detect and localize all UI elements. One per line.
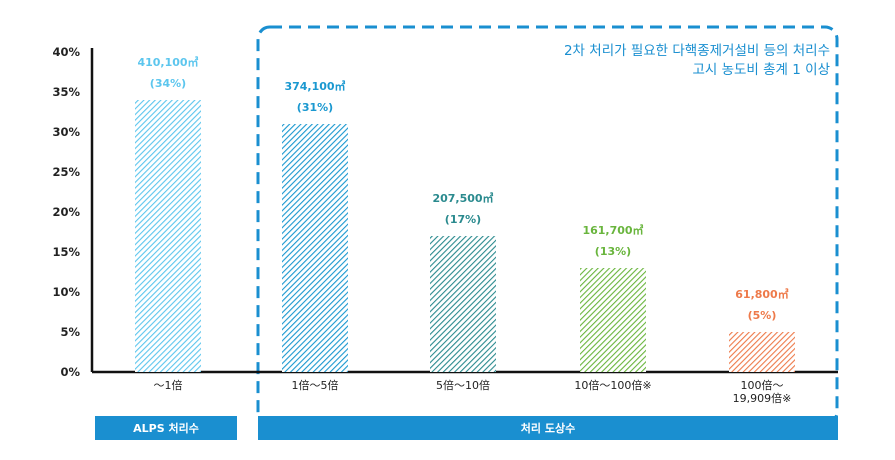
y-tick-label: 30% bbox=[52, 125, 80, 139]
y-tick-label: 40% bbox=[52, 45, 80, 59]
y-tick-label: 25% bbox=[52, 165, 80, 179]
y-tick-label: 10% bbox=[52, 285, 80, 299]
x-category-label: 19,909倍※ bbox=[733, 391, 792, 405]
treatment-water-band: 처리 도상수 bbox=[258, 416, 838, 440]
alps-treated-water-band: ALPS 처리수 bbox=[95, 416, 237, 440]
bar-percent-label: (13%) bbox=[595, 245, 631, 258]
bar bbox=[580, 268, 646, 372]
x-category-label: 1倍～5倍 bbox=[292, 378, 339, 392]
bar-percent-label: (17%) bbox=[445, 213, 481, 226]
bar-value-label: 61,800㎥ bbox=[735, 287, 788, 301]
y-tick-label: 20% bbox=[52, 205, 80, 219]
bar bbox=[135, 100, 201, 372]
y-tick-label: 0% bbox=[60, 365, 80, 379]
annotation-line-1: 2차 처리가 필요한 다핵종제거설비 등의 처리수 bbox=[563, 43, 830, 59]
alps-band-label: ALPS 처리수 bbox=[133, 422, 199, 435]
bar bbox=[282, 124, 348, 372]
x-category-label: 100倍～ bbox=[741, 378, 784, 392]
bar-percent-label: (31%) bbox=[297, 101, 333, 114]
y-tick-label: 15% bbox=[52, 245, 80, 259]
bar bbox=[430, 236, 496, 372]
bar-value-label: 374,100㎥ bbox=[284, 79, 345, 93]
y-tick-label: 5% bbox=[60, 325, 80, 339]
bar-percent-label: (34%) bbox=[150, 77, 186, 90]
y-tick-label: 35% bbox=[52, 85, 80, 99]
x-category-label: 10倍～100倍※ bbox=[574, 378, 651, 392]
bar bbox=[729, 332, 795, 372]
annotation-line-2: 고시 농도비 총계 1 이상 bbox=[692, 62, 830, 78]
bar-value-label: 161,700㎥ bbox=[582, 223, 643, 237]
bars bbox=[135, 100, 795, 372]
bar-value-label: 410,100㎥ bbox=[137, 55, 198, 69]
bar-value-label: 207,500㎥ bbox=[432, 191, 493, 205]
x-category-label: ～1倍 bbox=[154, 378, 183, 392]
x-category-label: 5倍～10倍 bbox=[436, 378, 490, 392]
bar-labels: 410,100㎥ (34%) ～1倍 374,100㎥ (31%) 1倍～5倍 207,50… bbox=[137, 55, 791, 405]
treatment-band-label: 처리 도상수 bbox=[520, 422, 576, 435]
bar-percent-label: (5%) bbox=[748, 309, 777, 322]
annotation: 2차 처리가 필요한 다핵종제거설비 등의 처리수 고시 농도비 총계 1 이상 bbox=[500, 42, 830, 80]
